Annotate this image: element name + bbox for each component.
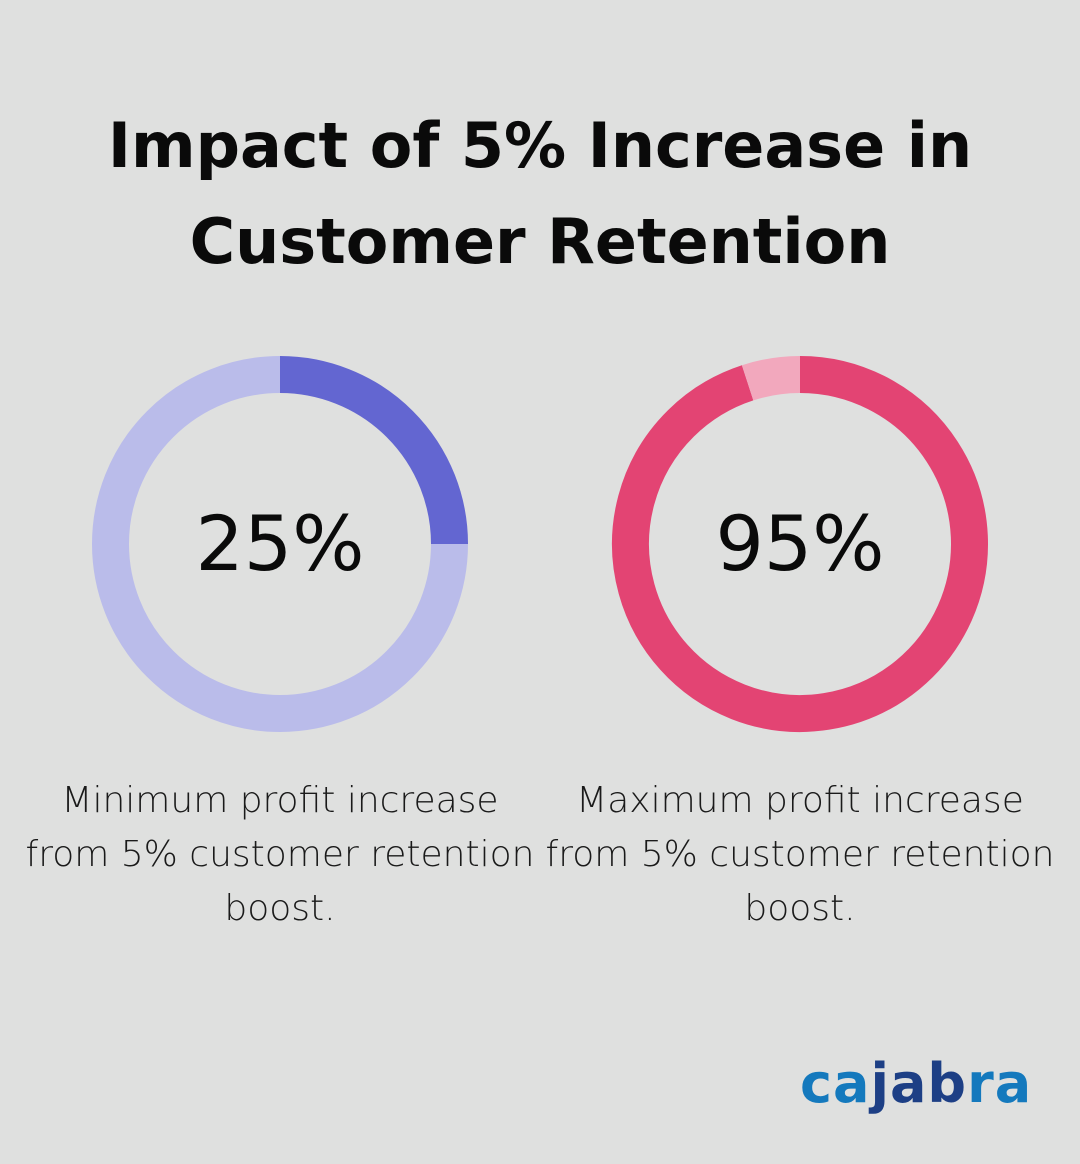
logo-part: jab: [870, 1052, 968, 1115]
donut-max: 95%: [610, 354, 990, 734]
donut-min-description: Minimum profit increase from 5% customer…: [25, 780, 535, 929]
donut-value-arc: [279, 356, 468, 545]
donut-min: 25%: [90, 354, 470, 734]
cajabra-logo: cajabra: [800, 1052, 1032, 1115]
donut-value-arc: [612, 356, 988, 732]
donut-max-value: 95%: [715, 499, 885, 588]
donut-max-description: Maximum profit increase from 5% customer…: [545, 780, 1055, 929]
logo-part: ca: [800, 1052, 871, 1115]
donut-remainder-arc: [92, 356, 468, 732]
donut-min-value: 25%: [195, 499, 365, 588]
donut-max-svg: [612, 356, 988, 732]
donut-remainder-arc: [741, 356, 801, 401]
donut-min-svg: [92, 356, 468, 732]
logo-part: ra: [967, 1052, 1033, 1115]
chart-title: Impact of 5% Increase in Customer Retent…: [107, 109, 973, 278]
